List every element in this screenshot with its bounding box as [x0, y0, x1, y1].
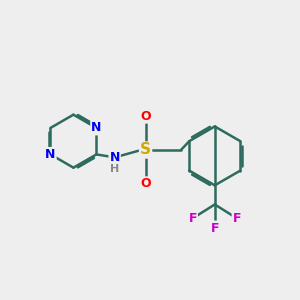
- Text: F: F: [232, 212, 241, 225]
- Text: S: S: [140, 142, 151, 158]
- Text: H: H: [110, 164, 119, 173]
- Text: O: O: [140, 177, 151, 190]
- Text: N: N: [91, 122, 102, 134]
- Text: F: F: [188, 212, 197, 225]
- Text: N: N: [45, 148, 56, 161]
- Text: O: O: [140, 110, 151, 123]
- Text: F: F: [211, 221, 219, 235]
- Text: N: N: [110, 151, 120, 164]
